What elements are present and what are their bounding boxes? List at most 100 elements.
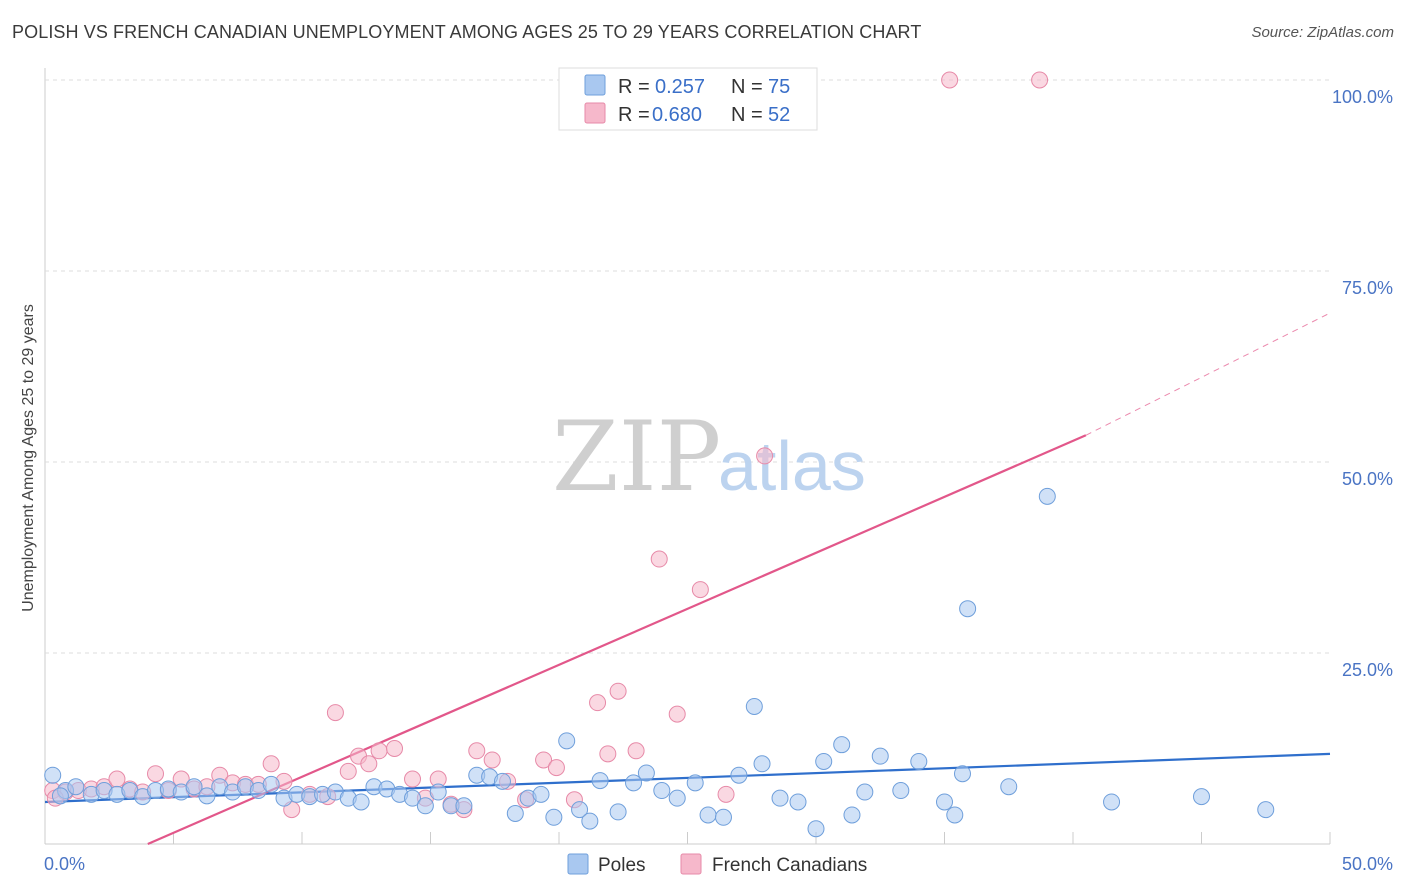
- point-french-canadians-8: [147, 765, 165, 783]
- point-poles-63: [892, 782, 910, 800]
- point-poles-49: [686, 774, 704, 792]
- x-axis-ticks: 0.0% 50.0%: [44, 854, 1393, 874]
- point-french-canadians-33: [468, 742, 486, 760]
- y-tick-label-2: 75.0%: [1342, 278, 1393, 298]
- point-poles-56: [789, 793, 807, 811]
- y-tick-label-1: 50.0%: [1342, 469, 1393, 489]
- point-poles-30: [429, 783, 447, 801]
- source-label: Source: ZipAtlas.com: [1251, 24, 1394, 41]
- point-poles-53: [745, 697, 763, 715]
- point-poles-17: [262, 775, 280, 793]
- point-poles-74: [51, 787, 69, 805]
- legend-r-label-french-canadians: R =: [618, 104, 650, 126]
- point-poles-36: [506, 804, 524, 822]
- watermark-atlas: atlas: [718, 427, 866, 505]
- point-poles-69: [1000, 778, 1018, 796]
- legend-r-value-poles: 0.257: [655, 76, 705, 98]
- point-poles-41: [571, 801, 589, 819]
- point-poles-64: [910, 752, 928, 770]
- point-poles-60: [843, 806, 861, 824]
- bottom-legend: Poles French Canadians: [567, 853, 867, 876]
- point-poles-52: [730, 766, 748, 784]
- bottom-legend-swatch-french-canadians: [680, 853, 702, 875]
- point-poles-71: [1103, 793, 1121, 811]
- x-tick-label-1: 50.0%: [1342, 854, 1393, 874]
- legend-swatch-french-canadians: [584, 102, 606, 124]
- point-french-canadians-46: [691, 581, 709, 599]
- bottom-legend-label-poles: Poles: [598, 855, 646, 876]
- point-poles-73: [1257, 801, 1275, 819]
- point-french-canadians-45: [668, 705, 686, 723]
- legend-n-value-poles: 75: [768, 76, 790, 98]
- points-french-canadians: [44, 71, 1049, 819]
- point-french-canadians-38: [547, 759, 565, 777]
- point-poles-62: [871, 747, 889, 765]
- legend-box: R = 0.257 N = 75 R = 0.680 N = 52: [558, 67, 818, 131]
- points-poles: [44, 487, 1275, 838]
- point-french-canadians-47: [717, 785, 735, 803]
- point-poles-32: [455, 797, 473, 815]
- point-poles-46: [637, 764, 655, 782]
- point-poles-68: [959, 600, 977, 618]
- point-french-canadians-27: [386, 740, 404, 757]
- point-poles-48: [668, 789, 686, 807]
- point-french-canadians-49: [941, 71, 959, 89]
- point-poles-59: [833, 736, 851, 754]
- point-french-canadians-34: [483, 751, 501, 769]
- point-french-canadians-22: [326, 704, 344, 722]
- point-poles-29: [416, 797, 434, 815]
- point-poles-39: [545, 808, 563, 826]
- point-poles-35: [493, 772, 511, 790]
- point-poles-12: [198, 787, 216, 805]
- point-poles-44: [609, 803, 627, 821]
- point-french-canadians-48: [756, 447, 774, 465]
- point-poles-43: [591, 772, 609, 790]
- x-tick-label-0: 0.0%: [44, 854, 85, 874]
- point-poles-28: [404, 789, 422, 807]
- point-poles-54: [753, 755, 771, 773]
- legend-r-value-french-canadians: 0.680: [652, 104, 702, 126]
- bottom-legend-swatch-poles: [567, 853, 589, 875]
- legend-n-value-french-canadians: 52: [768, 104, 790, 126]
- point-french-canadians-41: [599, 745, 617, 763]
- bottom-legend-label-french-canadians: French Canadians: [712, 855, 867, 876]
- point-poles-58: [815, 752, 833, 770]
- point-poles-45: [625, 774, 643, 792]
- legend-r-label-poles: R =: [618, 76, 650, 98]
- trend-line-french-canadians: [147, 434, 1087, 846]
- point-poles-50: [699, 806, 717, 824]
- point-french-canadians-26: [370, 742, 388, 760]
- point-french-canadians-44: [650, 550, 668, 568]
- point-poles-42: [581, 812, 599, 830]
- point-poles-11: [185, 778, 203, 796]
- point-french-canadians-40: [589, 694, 607, 712]
- point-french-canadians-25: [360, 755, 378, 773]
- legend-swatch-poles: [584, 74, 606, 96]
- trend-lines: [44, 312, 1331, 846]
- point-french-canadians-23: [339, 762, 357, 780]
- chart-title: POLISH VS FRENCH CANADIAN UNEMPLOYMENT A…: [12, 22, 922, 42]
- point-poles-70: [1038, 487, 1056, 505]
- point-french-canadians-17: [262, 755, 280, 773]
- watermark-zip: ZIP: [552, 401, 721, 513]
- legend-n-label-french-canadians: N =: [731, 104, 763, 126]
- point-french-canadians-43: [627, 742, 645, 760]
- point-poles-24: [352, 793, 370, 811]
- point-poles-51: [714, 808, 732, 826]
- point-poles-72: [1193, 788, 1210, 806]
- point-poles-66: [946, 806, 964, 824]
- point-poles-67: [953, 765, 971, 783]
- point-poles-0: [44, 766, 62, 784]
- point-poles-2: [67, 778, 85, 796]
- point-poles-55: [771, 789, 789, 807]
- y-axis-title: Unemployment Among Ages 25 to 29 years: [20, 304, 37, 612]
- y-tick-label-0: 25.0%: [1342, 660, 1393, 680]
- point-poles-65: [936, 793, 953, 811]
- legend-n-label-poles: N =: [731, 76, 763, 98]
- point-poles-57: [807, 820, 825, 838]
- point-poles-47: [653, 782, 671, 800]
- point-french-canadians-37: [535, 751, 553, 769]
- trend-line-french-canadians-extension: [1085, 312, 1331, 436]
- point-poles-40: [558, 732, 576, 750]
